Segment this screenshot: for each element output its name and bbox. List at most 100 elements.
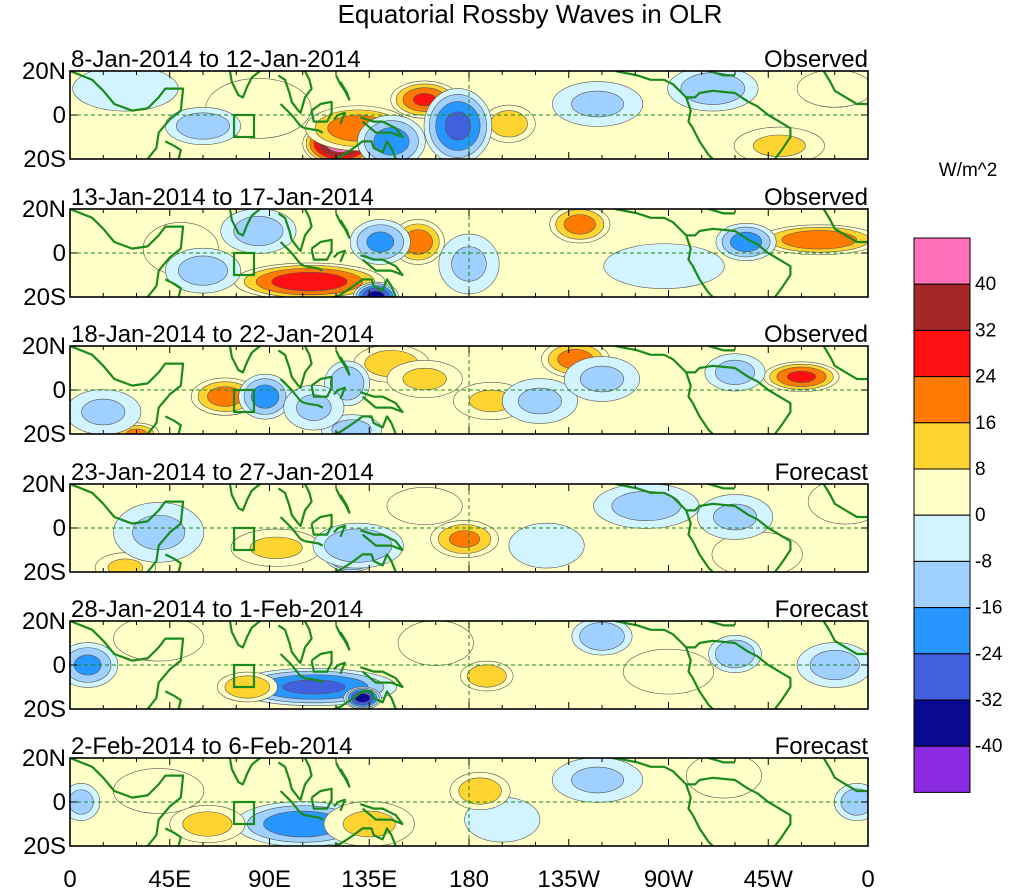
coastline xyxy=(681,621,735,627)
anomaly-feature-4 xyxy=(482,104,536,143)
colorbar-swatch xyxy=(913,653,971,701)
colorbar-tick-label: -24 xyxy=(975,644,1003,665)
lon-tick-label: 90E xyxy=(248,866,291,890)
contour-level xyxy=(730,231,763,253)
coastlines xyxy=(70,484,868,572)
coastline xyxy=(615,71,792,159)
anomaly-feature-9 xyxy=(685,758,762,799)
lat-tick-label: 20S xyxy=(23,696,66,723)
anomaly-feature-12 xyxy=(508,522,585,569)
coastline xyxy=(333,524,346,538)
anomaly-feature-2 xyxy=(552,758,644,803)
panel-period-label: 18-Jan-2014 to 22-Jan-2014 xyxy=(71,321,374,348)
coastline xyxy=(335,74,351,101)
coastline xyxy=(685,235,714,297)
anomaly-feature-14 xyxy=(704,353,766,392)
panel-period-label: 28-Jan-2014 to 1-Feb-2014 xyxy=(71,596,363,623)
contour-level xyxy=(249,536,303,559)
lon-tick-label: 0 xyxy=(63,866,76,890)
contour-level xyxy=(81,398,126,426)
lat-tick-label: 20N xyxy=(22,745,66,772)
anomaly-feature-8 xyxy=(238,373,292,420)
contour-level xyxy=(781,230,857,250)
coastline xyxy=(681,484,735,490)
contour-level xyxy=(579,365,625,393)
colorbar-tick-label: -8 xyxy=(975,551,992,572)
coastlines xyxy=(70,71,868,159)
lat-tick-label: 20N xyxy=(22,196,66,223)
coastline xyxy=(681,209,735,215)
coastline xyxy=(70,346,185,434)
contour-level xyxy=(397,621,474,666)
contour-level xyxy=(113,768,205,814)
coastline xyxy=(685,97,714,159)
index-box xyxy=(232,800,256,826)
lon-tick-label: 135E xyxy=(341,866,397,890)
chart-title: Equatorial Rossby Waves in OLR xyxy=(338,0,723,29)
coastline xyxy=(822,209,868,244)
coastline xyxy=(333,111,346,125)
coastline xyxy=(279,103,306,130)
coastline xyxy=(164,278,182,297)
panel-status-label: Forecast xyxy=(775,596,869,623)
panel-period-label: 13-Jan-2014 to 17-Jan-2014 xyxy=(71,184,374,211)
coastline xyxy=(310,238,333,261)
anomaly-feature-9 xyxy=(593,484,700,529)
panel-3: 20N 0 20S 18-Jan-2014 to 22-Jan-2014 Observe… xyxy=(22,321,869,448)
coastline xyxy=(615,346,792,434)
colorbar-tick-label: -40 xyxy=(975,736,1002,757)
panels: 20N 0 20S 8-Jan-2014 to 12-Jan-2014 Observed… xyxy=(22,46,869,860)
coastline xyxy=(310,375,333,398)
colorbar-tick-label: -32 xyxy=(975,690,1002,711)
coastline xyxy=(360,116,404,139)
panel-status-label: Observed xyxy=(764,184,868,211)
index-box xyxy=(232,113,256,139)
coastline xyxy=(681,346,735,352)
index-box xyxy=(232,526,256,552)
anomaly-feature-3 xyxy=(834,783,868,821)
colorbar: W/m^2 40 32 24 16 8 0 -8 -16 -24 -32 -40 xyxy=(913,160,1003,793)
coastline xyxy=(310,787,333,810)
anomaly-feature-9 xyxy=(165,247,241,294)
lon-tick-label: 90W xyxy=(644,866,694,890)
contour-level xyxy=(271,271,348,292)
contour-level xyxy=(579,622,625,651)
lon-tick-label: 45W xyxy=(744,866,794,890)
anomaly-feature-1 xyxy=(430,519,499,558)
coastline xyxy=(277,758,313,801)
coastline xyxy=(331,690,397,709)
lat-tick-label: 0 xyxy=(53,377,66,404)
coastline xyxy=(279,516,306,543)
coastline xyxy=(164,140,182,159)
anomaly-feature-2 xyxy=(230,528,322,567)
colorbar-units-label: W/m^2 xyxy=(939,160,998,181)
coastline xyxy=(333,798,346,812)
coastline xyxy=(70,758,185,846)
contour-level xyxy=(342,810,396,838)
contour-level xyxy=(296,394,332,421)
anomaly-feature-8 xyxy=(220,209,297,254)
index-box xyxy=(232,388,256,414)
anomaly-feature-11 xyxy=(552,81,644,127)
coastline xyxy=(335,761,351,788)
colorbar-tick-label: -16 xyxy=(975,598,1002,619)
coastline xyxy=(615,758,792,846)
coastline xyxy=(615,484,792,572)
coastline xyxy=(277,621,313,664)
coastline xyxy=(822,71,868,106)
coastline xyxy=(70,209,185,297)
coastline xyxy=(333,249,346,263)
coastline xyxy=(822,758,868,793)
coastline xyxy=(360,803,404,826)
coastline xyxy=(360,391,404,414)
contour-level xyxy=(182,811,233,837)
coastline xyxy=(360,666,404,689)
lat-tick-label: 0 xyxy=(53,515,66,542)
coastline xyxy=(304,814,324,821)
anomaly-feature-3 xyxy=(549,209,611,244)
lon-tick-label: 135W xyxy=(537,866,600,890)
coastline xyxy=(310,650,333,673)
coastline xyxy=(822,346,868,381)
contour-level xyxy=(517,387,562,415)
coastline xyxy=(685,372,714,434)
